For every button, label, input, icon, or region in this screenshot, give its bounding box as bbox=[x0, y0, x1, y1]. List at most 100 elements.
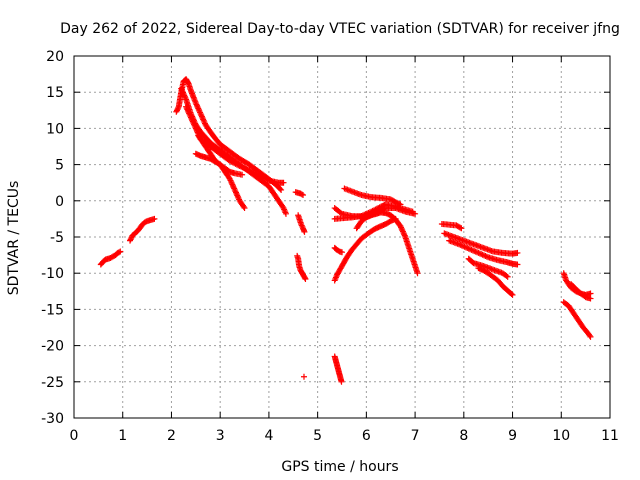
data-point bbox=[280, 179, 287, 186]
series-arc-18 bbox=[353, 209, 421, 277]
data-point bbox=[460, 243, 467, 250]
data-point bbox=[472, 248, 479, 255]
data-point bbox=[186, 111, 193, 118]
x-tick-label: 6 bbox=[362, 428, 371, 444]
data-point bbox=[471, 248, 478, 255]
data-point bbox=[298, 191, 305, 198]
data-point bbox=[184, 107, 191, 114]
y-tick-label: 20 bbox=[46, 49, 64, 65]
x-tick-label: 0 bbox=[70, 428, 79, 444]
series-arc-11 bbox=[300, 373, 307, 380]
x-tick-label: 10 bbox=[552, 428, 570, 444]
data-point bbox=[183, 103, 190, 110]
data-point bbox=[399, 227, 406, 234]
data-point bbox=[481, 252, 488, 259]
data-point bbox=[504, 273, 511, 280]
data-point bbox=[180, 89, 187, 96]
data-point bbox=[243, 166, 250, 173]
data-point bbox=[194, 129, 201, 136]
series-arc-1 bbox=[97, 248, 124, 268]
data-point bbox=[185, 109, 192, 116]
data-point bbox=[238, 163, 245, 170]
data-point bbox=[401, 232, 408, 239]
series-arc-15 bbox=[341, 185, 404, 208]
data-point bbox=[234, 193, 241, 200]
series-arc-8 bbox=[292, 189, 307, 199]
data-point bbox=[508, 291, 515, 298]
series-arc-26 bbox=[560, 299, 594, 340]
data-point bbox=[302, 275, 309, 282]
data-point bbox=[195, 105, 202, 112]
data-point bbox=[198, 112, 205, 119]
data-point bbox=[179, 88, 186, 95]
data-point bbox=[514, 249, 521, 256]
data-point bbox=[231, 186, 238, 193]
data-point bbox=[586, 332, 593, 339]
y-tick-label: 0 bbox=[55, 194, 64, 210]
data-point bbox=[188, 115, 195, 122]
data-point bbox=[301, 228, 308, 235]
y-tick-label: 5 bbox=[55, 158, 64, 174]
data-point bbox=[233, 191, 240, 198]
data-point bbox=[191, 122, 198, 129]
data-point bbox=[192, 125, 199, 132]
grid bbox=[74, 56, 610, 418]
series-arc-7 bbox=[195, 132, 246, 178]
data-point bbox=[503, 272, 510, 279]
data-point bbox=[476, 250, 483, 257]
axes: 0 1 2 3 4 5 6 7 8 9 10 11 -30 -25 -20 -15 -10 -5 0 5 10 15 20 bbox=[41, 49, 619, 444]
series-arc-9 bbox=[295, 212, 308, 235]
series-arc-21 bbox=[446, 237, 521, 268]
data-point bbox=[178, 85, 185, 92]
data-point bbox=[509, 291, 516, 298]
data-point bbox=[474, 249, 481, 256]
data-point bbox=[400, 229, 407, 236]
data-point bbox=[181, 93, 188, 100]
series-arc-17 bbox=[331, 215, 399, 284]
data-point bbox=[458, 242, 465, 249]
data-point bbox=[116, 249, 123, 256]
data-point bbox=[282, 210, 289, 217]
data-point bbox=[300, 373, 307, 380]
data-point bbox=[467, 246, 474, 253]
series-arc-19 bbox=[438, 220, 465, 232]
data-point bbox=[197, 110, 204, 117]
data-point bbox=[194, 102, 201, 109]
data-point bbox=[455, 241, 462, 248]
y-tick-label: -30 bbox=[41, 411, 64, 427]
data-point bbox=[230, 184, 237, 191]
data-point bbox=[457, 224, 464, 231]
series-arc-2 bbox=[127, 215, 158, 244]
data-point bbox=[192, 100, 199, 107]
data-point bbox=[414, 270, 421, 277]
data-point bbox=[184, 106, 191, 113]
data-point bbox=[587, 295, 594, 302]
data-points bbox=[97, 76, 594, 385]
data-point bbox=[278, 186, 285, 193]
data-point bbox=[175, 104, 182, 111]
series-arc-10 bbox=[294, 252, 309, 282]
data-point bbox=[196, 108, 203, 115]
x-tick-label: 11 bbox=[601, 428, 619, 444]
data-point bbox=[277, 185, 284, 192]
data-point bbox=[197, 109, 204, 116]
data-point bbox=[233, 189, 240, 196]
data-point bbox=[201, 119, 208, 126]
data-point bbox=[397, 223, 404, 230]
series-arc-5 bbox=[183, 103, 287, 186]
x-tick-label: 4 bbox=[264, 428, 273, 444]
data-point bbox=[239, 171, 246, 178]
data-point bbox=[458, 225, 465, 232]
data-point bbox=[187, 113, 194, 120]
data-point bbox=[242, 165, 249, 172]
data-point bbox=[468, 246, 475, 253]
data-point bbox=[178, 86, 185, 93]
data-point bbox=[376, 204, 383, 211]
data-point bbox=[514, 261, 521, 268]
data-point bbox=[235, 162, 242, 169]
data-point bbox=[236, 163, 243, 170]
data-point bbox=[183, 105, 190, 112]
data-point bbox=[409, 208, 416, 215]
series-arc-13 bbox=[331, 244, 345, 256]
